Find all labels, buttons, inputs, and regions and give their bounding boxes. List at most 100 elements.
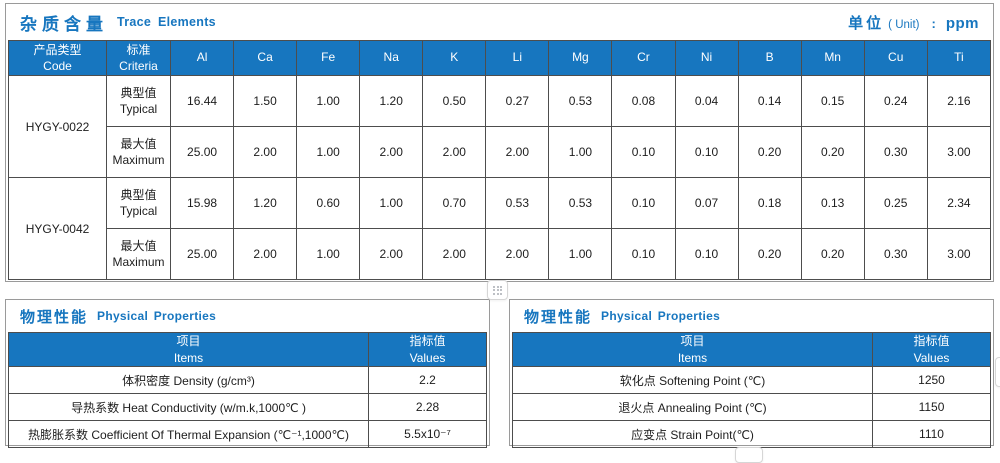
product-code-cell: HYGY-0042 [8,177,107,280]
criteria-cell: 最大值 Maximum [106,228,171,280]
col-header-element-na: Na [359,40,424,76]
value-cell: 0.53 [548,75,613,127]
value-cell: 2.34 [926,177,992,229]
value-cell: 0.70 [422,177,487,229]
property-item-cell: 体积密度 Density (g/cm³) [8,366,369,394]
value-cell: 0.10 [674,126,739,178]
physical-right-header-row: 项目 Items 指标值 Values [512,332,991,367]
property-value-cell: 5.5x10⁻⁷ [368,420,487,448]
table-drag-handle-right[interactable] [995,357,1000,387]
value-cell: 0.20 [800,228,865,280]
col-header-element-ni: Ni [674,40,739,76]
property-row: 体积密度 Density (g/cm³) 2.2 [8,366,487,394]
unit-colon: : [931,15,936,31]
value-cell: 0.27 [485,75,550,127]
values-header-cn: 指标值 [409,334,446,349]
physical-left-titlebar: 物理性能 Physical Properties [8,300,487,332]
trace-elements-table: 产品类型 Code 标准 Criteria Al Ca Fe Na K Li Mg Cr Ni B Mn Cu… [8,40,992,280]
value-cell: 0.53 [548,177,613,229]
value-cell: 1.20 [359,75,424,127]
value-cell: 0.50 [422,75,487,127]
value-cell: 0.30 [863,126,928,178]
value-cell: 16.44 [169,75,235,127]
value-cell: 1.20 [233,177,298,229]
property-item-cell: 热膨胀系数 Coefficient Of Thermal Expansion (… [8,420,369,448]
property-value-cell: 1110 [872,420,991,448]
col-header-element-b: B [737,40,802,76]
physical-right-titlebar: 物理性能 Physical Properties [512,300,991,332]
trace-header-row: 产品类型 Code 标准 Criteria Al Ca Fe Na K Li Mg Cr Ni B Mn Cu… [8,40,992,76]
property-value-cell: 2.28 [368,393,487,421]
value-cell: 1.00 [548,228,613,280]
property-item-cell: 应变点 Strain Point(℃) [512,420,873,448]
value-cell: 3.00 [926,126,992,178]
col-header-code: 产品类型 Code [8,40,107,76]
value-cell: 2.00 [233,126,298,178]
section-title-cn: 物理性能 [20,308,89,326]
criteria-cell: 典型值 Typical [106,177,171,229]
values-header-cn: 指标值 [913,334,950,349]
value-cell: 2.16 [926,75,992,127]
value-cell: 0.30 [863,228,928,280]
col-header-items: 项目 Items [8,332,369,367]
col-header-values: 指标值 Values [368,332,487,367]
value-cell: 1.50 [233,75,298,127]
col-header-element-mn: Mn [800,40,865,76]
col-header-element-mg: Mg [548,40,613,76]
property-value-cell: 2.2 [368,366,487,394]
trace-row: 最大值 Maximum 25.00 2.00 1.00 2.00 2.00 2.00 1.00 0… [9,228,992,280]
value-cell: 0.14 [737,75,802,127]
value-cell: 1.00 [359,177,424,229]
value-cell: 2.00 [359,228,424,280]
physical-properties-left-table: 项目 Items 指标值 Values 体积密度 Density (g/cm³)… [8,332,487,448]
table-drag-handle-bottom[interactable] [735,447,763,463]
criteria-cell: 典型值 Typical [106,75,171,127]
value-cell: 0.04 [674,75,739,127]
unit-value: ppm [945,14,979,32]
items-header-cn: 项目 [680,334,705,349]
table-drag-handle[interactable] [487,280,508,300]
physical-properties-right-section: 物理性能 Physical Properties 项目 Items 指标值 Va… [509,299,994,448]
col-header-criteria: 标准 Criteria [106,40,171,76]
value-cell: 0.18 [737,177,802,229]
unit-label: 单位 ( Unit) : ppm [848,12,979,33]
col-header-element-al: Al [169,40,235,76]
col-header-element-li: Li [485,40,550,76]
physical-left-body: 体积密度 Density (g/cm³) 2.2 导热系数 Heat Conduct… [8,366,487,448]
value-cell: 0.08 [611,75,676,127]
unit-label-en: ( Unit) [888,18,920,31]
value-cell: 2.00 [359,126,424,178]
trace-table-body: HYGY-0022 典型值 Typical 16.44 1.50 1.00 1.20 0.50… [8,75,992,280]
property-item-cell: 软化点 Softening Point (℃) [512,366,873,394]
value-cell: 1.00 [296,75,361,127]
values-header-en: Values [409,350,446,365]
col-header-element-fe: Fe [296,40,361,76]
value-cell: 0.15 [800,75,865,127]
value-cell: 1.00 [296,228,361,280]
physical-properties-right-table: 项目 Items 指标值 Values 软化点 Softening Point … [512,332,991,448]
trace-row: 最大值 Maximum 25.00 2.00 1.00 2.00 2.00 2.00 1.00 0… [9,126,992,178]
value-cell: 1.00 [296,126,361,178]
value-cell: 2.00 [422,126,487,178]
value-cell: 0.20 [800,126,865,178]
physical-properties-left-section: 物理性能 Physical Properties 项目 Items 指标值 Va… [5,299,490,448]
property-row: 应变点 Strain Point(℃) 1110 [512,420,991,448]
value-cell: 0.07 [674,177,739,229]
value-cell: 2.00 [422,228,487,280]
property-item-cell: 导热系数 Heat Conductivity (w/m.k,1000℃ ) [8,393,369,421]
col-header-values: 指标值 Values [872,332,991,367]
items-header-en: Items [173,350,204,365]
property-row: 导热系数 Heat Conductivity (w/m.k,1000℃ ) 2.2… [8,393,487,421]
value-cell: 0.10 [611,126,676,178]
items-header-cn: 项目 [176,334,201,349]
property-value-cell: 1250 [872,366,991,394]
trace-elements-titlebar: 杂质含量 Trace Elements 单位 ( Unit) : ppm [8,4,991,40]
property-item-cell: 退火点 Annealing Point (℃) [512,393,873,421]
value-cell: 0.10 [674,228,739,280]
trace-elements-section: 杂质含量 Trace Elements 单位 ( Unit) : ppm 产品类… [5,3,994,282]
col-header-items: 项目 Items [512,332,873,367]
value-cell: 0.25 [863,177,928,229]
property-row: 退火点 Annealing Point (℃) 1150 [512,393,991,421]
value-cell: 0.10 [611,177,676,229]
physical-right-body: 软化点 Softening Point (℃) 1250 退火点 Annealing… [512,366,991,448]
